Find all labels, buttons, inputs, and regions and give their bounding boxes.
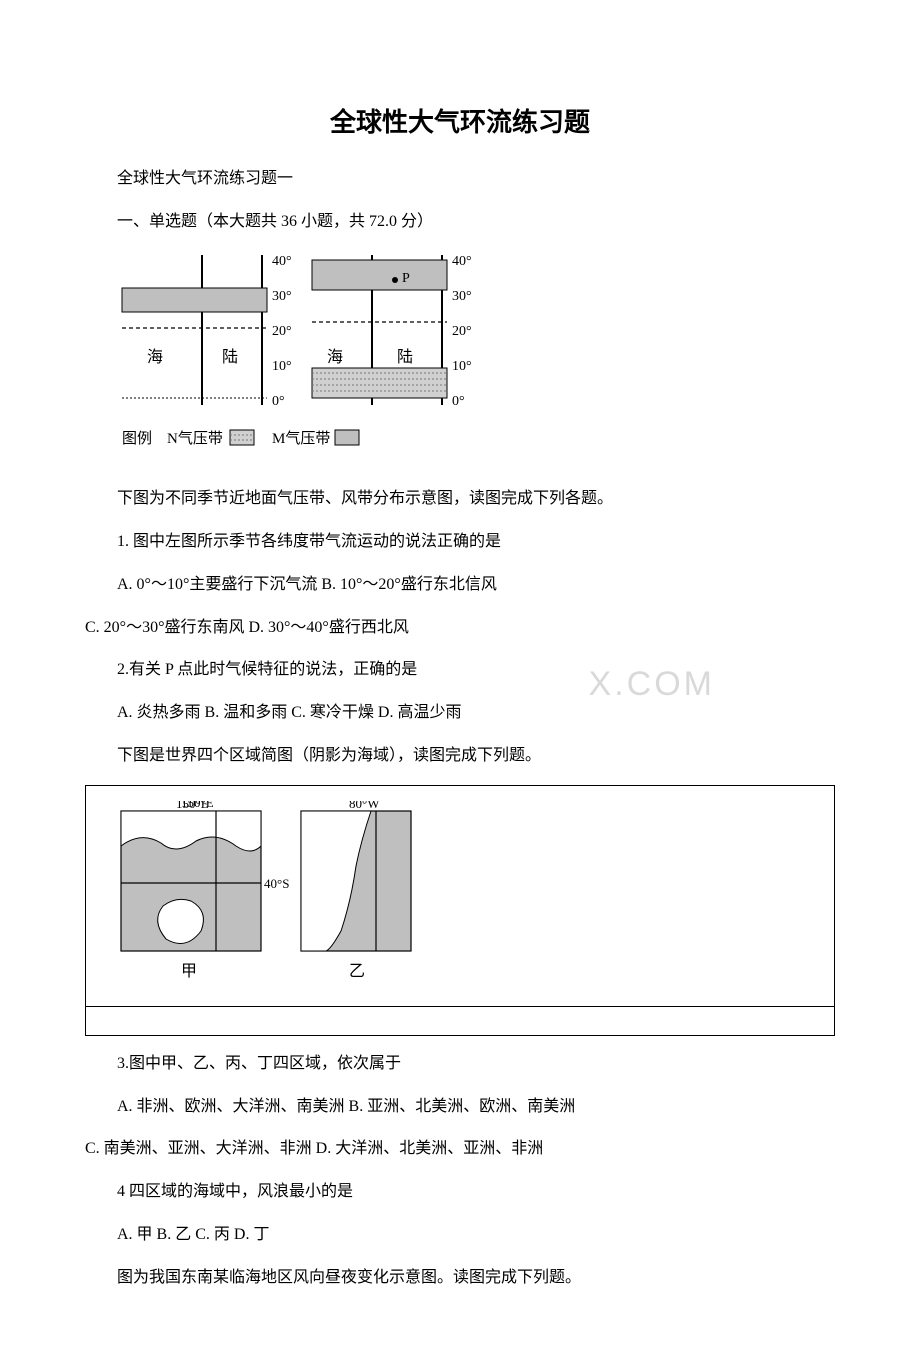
svg-text:30°: 30° [452,289,472,304]
land-label-left: 陆 [222,348,238,366]
q-intro-3: 图为我国东南某临海地区风向昼夜变化示意图。读图完成下列题。 [85,1264,835,1293]
svg-text:10°: 10° [452,359,472,374]
svg-text:150°E: 150°E [176,801,209,811]
map-label-jia: 甲 [181,963,197,980]
svg-text:80°W: 80°W [349,801,380,811]
question-4: 4 四区域的海域中，风浪最小的是 [85,1178,835,1207]
q-intro-2: 下图是世界四个区域简图（阴影为海域），读图完成下列题。 [85,742,835,771]
question-3-opts-b: C. 南美洲、亚洲、大洋洲、非洲 D. 大洋洲、北美洲、亚洲、非洲 [85,1135,835,1164]
sea-label-left: 海 [147,348,163,366]
lat-10: 10° [272,359,292,374]
question-4-opts: A. 甲 B. 乙 C. 丙 D. 丁 [85,1221,835,1250]
q-intro-1: 下图为不同季节近地面气压带、风带分布示意图，读图完成下列各题。 [85,485,835,514]
legend-m-text: M气压带 [272,430,330,447]
lat-20: 20° [272,324,292,339]
legend-prefix: 图例 [122,430,152,447]
lat-30: 30° [272,289,292,304]
empty-cell [86,1007,834,1035]
question-3-opts-a: A. 非洲、欧洲、大洋洲、南美洲 B. 亚洲、北美洲、欧洲、南美洲 [85,1093,835,1122]
question-1-opts-b: C. 20°～30°盛行东南风 D. 30°～40°盛行西北风 [85,614,835,643]
page-title: 全球性大气环流练习题 [85,100,835,147]
region-map-cell: 150°E 40°S 150°E 甲 [86,786,834,1006]
map-label-yi: 乙 [349,963,365,980]
legend-n-text: N气压带 [167,430,223,447]
svg-text:20°: 20° [452,324,472,339]
p-label: P [402,271,410,286]
question-1: 1. 图中左图所示季节各纬度带气流运动的说法正确的是 [85,528,835,557]
question-1-opts-a: A. 0°～10°主要盛行下沉气流 B. 10°～20°盛行东北信风 [85,571,835,600]
intro-line-1: 全球性大气环流练习题一 [85,165,835,194]
sea-label-right: 海 [327,348,343,366]
svg-text:40°: 40° [452,254,472,269]
question-2-opts: A. 炎热多雨 B. 温和多雨 C. 寒冷干燥 D. 高温少雨 [85,699,835,728]
question-3: 3.图中甲、乙、丙、丁四区域，依次属于 [85,1050,835,1079]
question-2: 2.有关 P 点此时气候特征的说法，正确的是 X.COM [85,656,835,685]
region-map-table: 150°E 40°S 150°E 甲 [85,785,835,1036]
svg-text:40°S: 40°S [264,876,289,891]
svg-text:0°: 0° [452,394,465,409]
land-label-right: 陆 [397,348,413,366]
lat-0: 0° [272,394,285,409]
figure-pressure-belts: 40° 30° 20° 10° 0° 海 陆 40° 30° 20° 10° 0… [117,250,835,471]
lat-40: 40° [272,254,292,269]
intro-line-2: 一、单选题（本大题共 36 小题，共 72.0 分） [85,208,835,237]
